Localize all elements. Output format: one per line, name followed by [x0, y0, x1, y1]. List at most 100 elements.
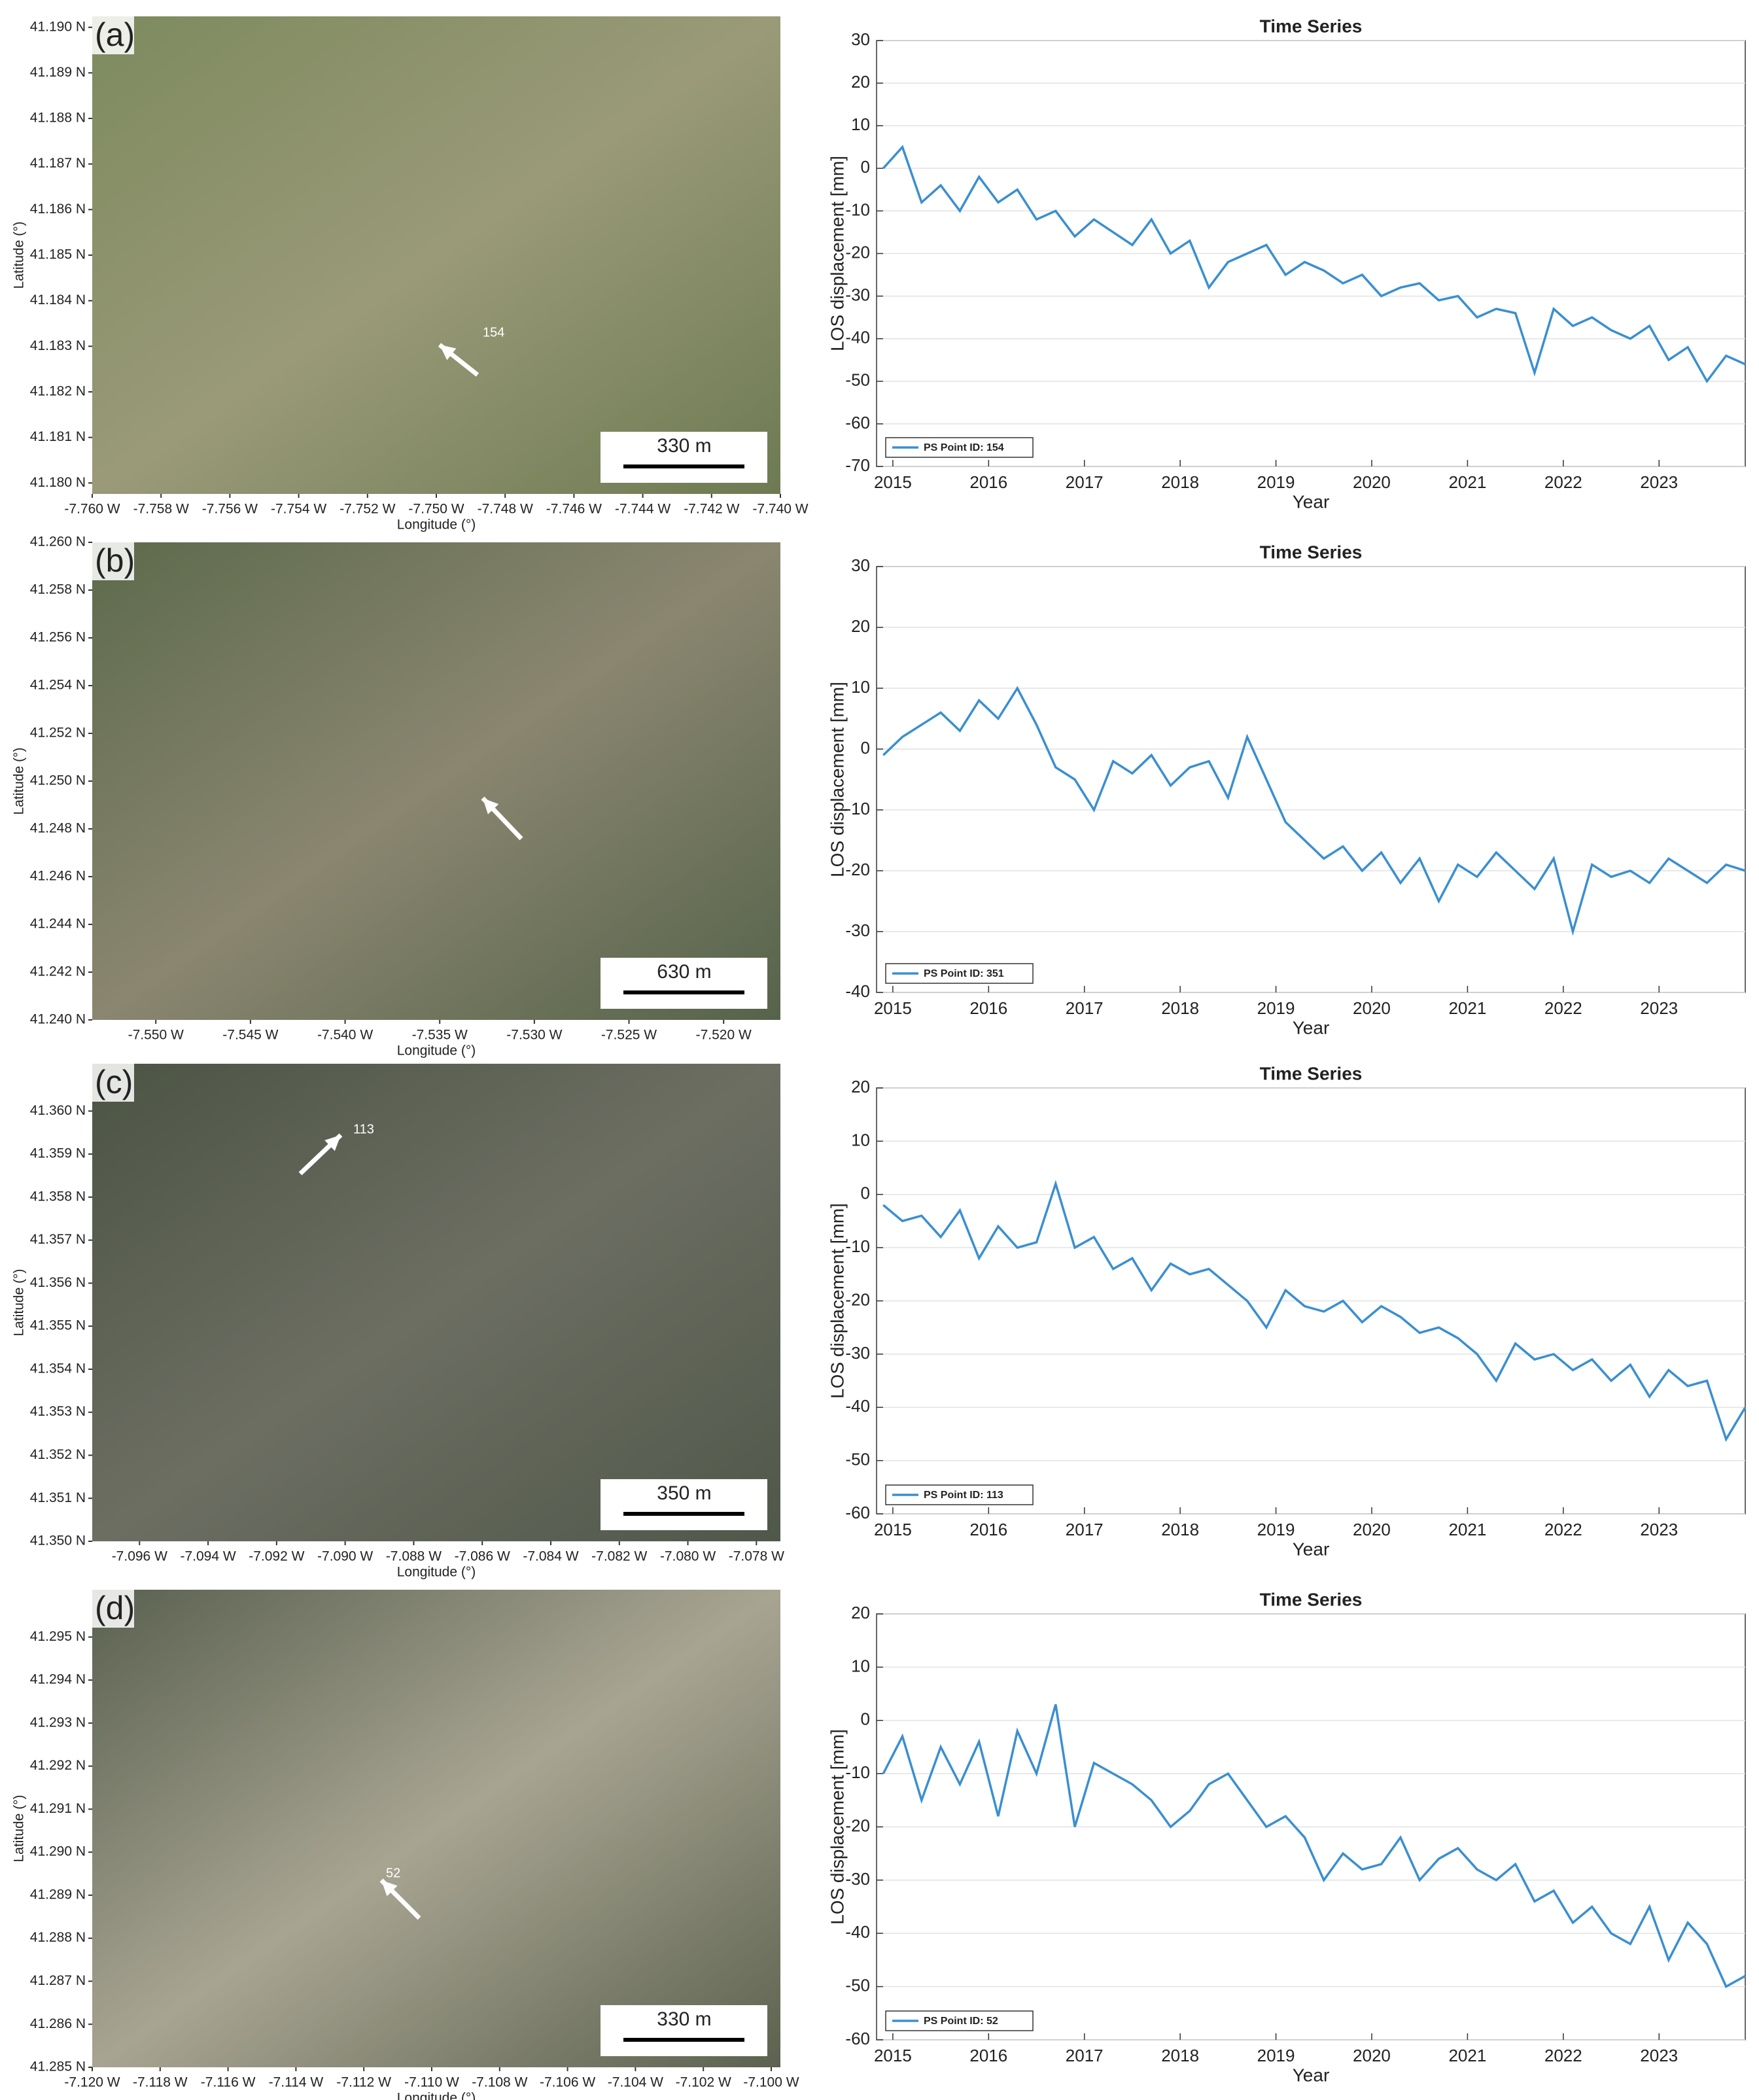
x-tick-label: 2016 — [969, 998, 1007, 1018]
y-tick-label: -30 — [845, 920, 870, 940]
x-tick-label: -7.088 W — [386, 1549, 442, 1564]
y-tick-label: 10 — [851, 1130, 870, 1149]
x-tick-label: 2022 — [1544, 998, 1582, 1018]
y-axis-label: Latitude (°) — [12, 1795, 27, 1863]
x-tick-label: -7.744 W — [615, 502, 671, 517]
series-line — [882, 1704, 1746, 1989]
x-tick-label: 2018 — [1161, 2046, 1199, 2065]
y-tick-label: 41.246 N — [30, 869, 86, 884]
scale-bar-box — [601, 2005, 767, 2056]
x-tick-label: -7.550 W — [128, 1028, 184, 1043]
x-tick-label: 2019 — [1257, 1520, 1295, 1539]
x-tick-label: 2016 — [969, 2046, 1007, 2065]
chart-title: Time Series — [1260, 1063, 1363, 1083]
x-axis-label: Longitude (°) — [397, 2091, 476, 2100]
panel-label: (c) — [95, 1064, 133, 1100]
x-tick-label: -7.102 W — [676, 2075, 731, 2090]
x-tick-label: 2019 — [1257, 472, 1295, 492]
x-tick-label: -7.742 W — [684, 502, 739, 517]
x-tick-label: 2020 — [1353, 2046, 1391, 2065]
y-tick-label: 41.294 N — [30, 1672, 86, 1687]
y-tick-label: 0 — [861, 1183, 870, 1203]
y-tick-label: 41.289 N — [30, 1887, 86, 1902]
x-axis-label: Year — [1293, 491, 1330, 512]
y-tick-label: 41.359 N — [30, 1146, 86, 1161]
x-tick-label: 2022 — [1544, 472, 1582, 492]
y-tick-label: 41.182 N — [30, 384, 86, 399]
x-tick-label: -7.104 W — [608, 2075, 663, 2090]
panel-label: (a) — [95, 16, 135, 53]
y-tick-label: 41.188 N — [30, 111, 86, 126]
x-tick-label: -7.116 W — [201, 2075, 256, 2090]
y-tick-label: 41.248 N — [30, 821, 86, 836]
y-tick-label: 30 — [851, 555, 870, 575]
y-tick-label: 41.240 N — [30, 1012, 86, 1027]
y-tick-label: 41.183 N — [30, 338, 86, 353]
y-tick-label: 41.254 N — [30, 678, 86, 693]
x-tick-label: -7.525 W — [601, 1028, 657, 1043]
scale-bar-box — [601, 958, 767, 1009]
x-tick-label: 2017 — [1066, 2046, 1104, 2065]
x-tick-label: 2020 — [1353, 1520, 1391, 1539]
y-tick-label: 41.258 N — [30, 582, 86, 597]
y-tick-label: 41.350 N — [30, 1533, 86, 1549]
x-tick-label: -7.758 W — [133, 502, 189, 517]
y-tick-label: 41.185 N — [30, 247, 86, 262]
x-tick-label: 2023 — [1640, 1520, 1678, 1539]
x-tick-label: 2016 — [969, 1520, 1007, 1539]
series-line — [882, 145, 1746, 383]
x-tick-label: 2019 — [1257, 998, 1295, 1018]
y-tick-label: 10 — [851, 1656, 870, 1675]
y-tick-label: 0 — [861, 157, 870, 177]
y-tick-label: -60 — [845, 2029, 870, 2048]
y-tick-label: -20 — [845, 242, 870, 262]
y-tick-label: -50 — [845, 1976, 870, 1995]
y-tick-label: 0 — [861, 1709, 870, 1729]
y-tick-label: -60 — [845, 413, 870, 432]
x-tick-label: 2017 — [1066, 472, 1104, 492]
x-tick-label: -7.120 W — [64, 2075, 120, 2090]
legend-box — [885, 963, 1034, 984]
y-axis-label: Latitude (°) — [12, 748, 27, 815]
x-tick-label: -7.100 W — [743, 2075, 799, 2090]
y-tick-label: 41.285 N — [30, 2059, 86, 2074]
y-axis-label: LOS displacement [mm] — [827, 682, 847, 877]
x-axis-label: Longitude (°) — [397, 1043, 476, 1059]
scale-bar-label: 330 m — [657, 435, 711, 457]
x-tick-label: -7.078 W — [729, 1549, 784, 1564]
panel-label-box — [92, 1064, 134, 1102]
y-tick-label: -10 — [845, 799, 870, 818]
arrow-head — [324, 1135, 341, 1151]
x-axis-label: Longitude (°) — [397, 1565, 476, 1580]
y-tick-label: 41.252 N — [30, 726, 86, 741]
y-tick-label: -40 — [845, 981, 870, 1001]
x-tick-label: 2023 — [1640, 472, 1678, 492]
y-tick-label: 41.358 N — [30, 1189, 86, 1204]
panel-label: (d) — [95, 1590, 135, 1626]
legend-label: PS Point ID: 113 — [924, 1490, 1003, 1501]
y-tick-label: -30 — [845, 1343, 870, 1363]
y-tick-label: -50 — [845, 370, 870, 390]
x-tick-label: -7.092 W — [249, 1549, 304, 1564]
y-tick-label: 41.244 N — [30, 917, 86, 932]
x-tick-label: 2015 — [874, 472, 912, 492]
x-tick-label: -7.754 W — [271, 502, 326, 517]
scale-bar-label: 630 m — [657, 961, 711, 983]
x-tick-label: -7.112 W — [336, 2075, 391, 2090]
legend-label: PS Point ID: 351 — [924, 968, 1004, 979]
y-tick-label: 41.287 N — [30, 1973, 86, 1988]
x-tick-label: -7.746 W — [546, 502, 602, 517]
x-tick-label: -7.108 W — [472, 2075, 527, 2090]
y-tick-label: -20 — [845, 860, 870, 879]
y-tick-label: 41.180 N — [30, 475, 86, 490]
x-tick-label: 2016 — [969, 472, 1007, 492]
x-tick-label: -7.082 W — [591, 1549, 647, 1564]
x-tick-label: -7.080 W — [660, 1549, 716, 1564]
y-tick-label: 41.184 N — [30, 292, 86, 307]
legend-label: PS Point ID: 154 — [924, 442, 1004, 453]
y-axis-label: Latitude (°) — [12, 222, 27, 289]
y-tick-label: 10 — [851, 114, 870, 134]
y-tick-label: 41.250 N — [30, 773, 86, 788]
y-tick-label: 41.189 N — [30, 65, 86, 80]
